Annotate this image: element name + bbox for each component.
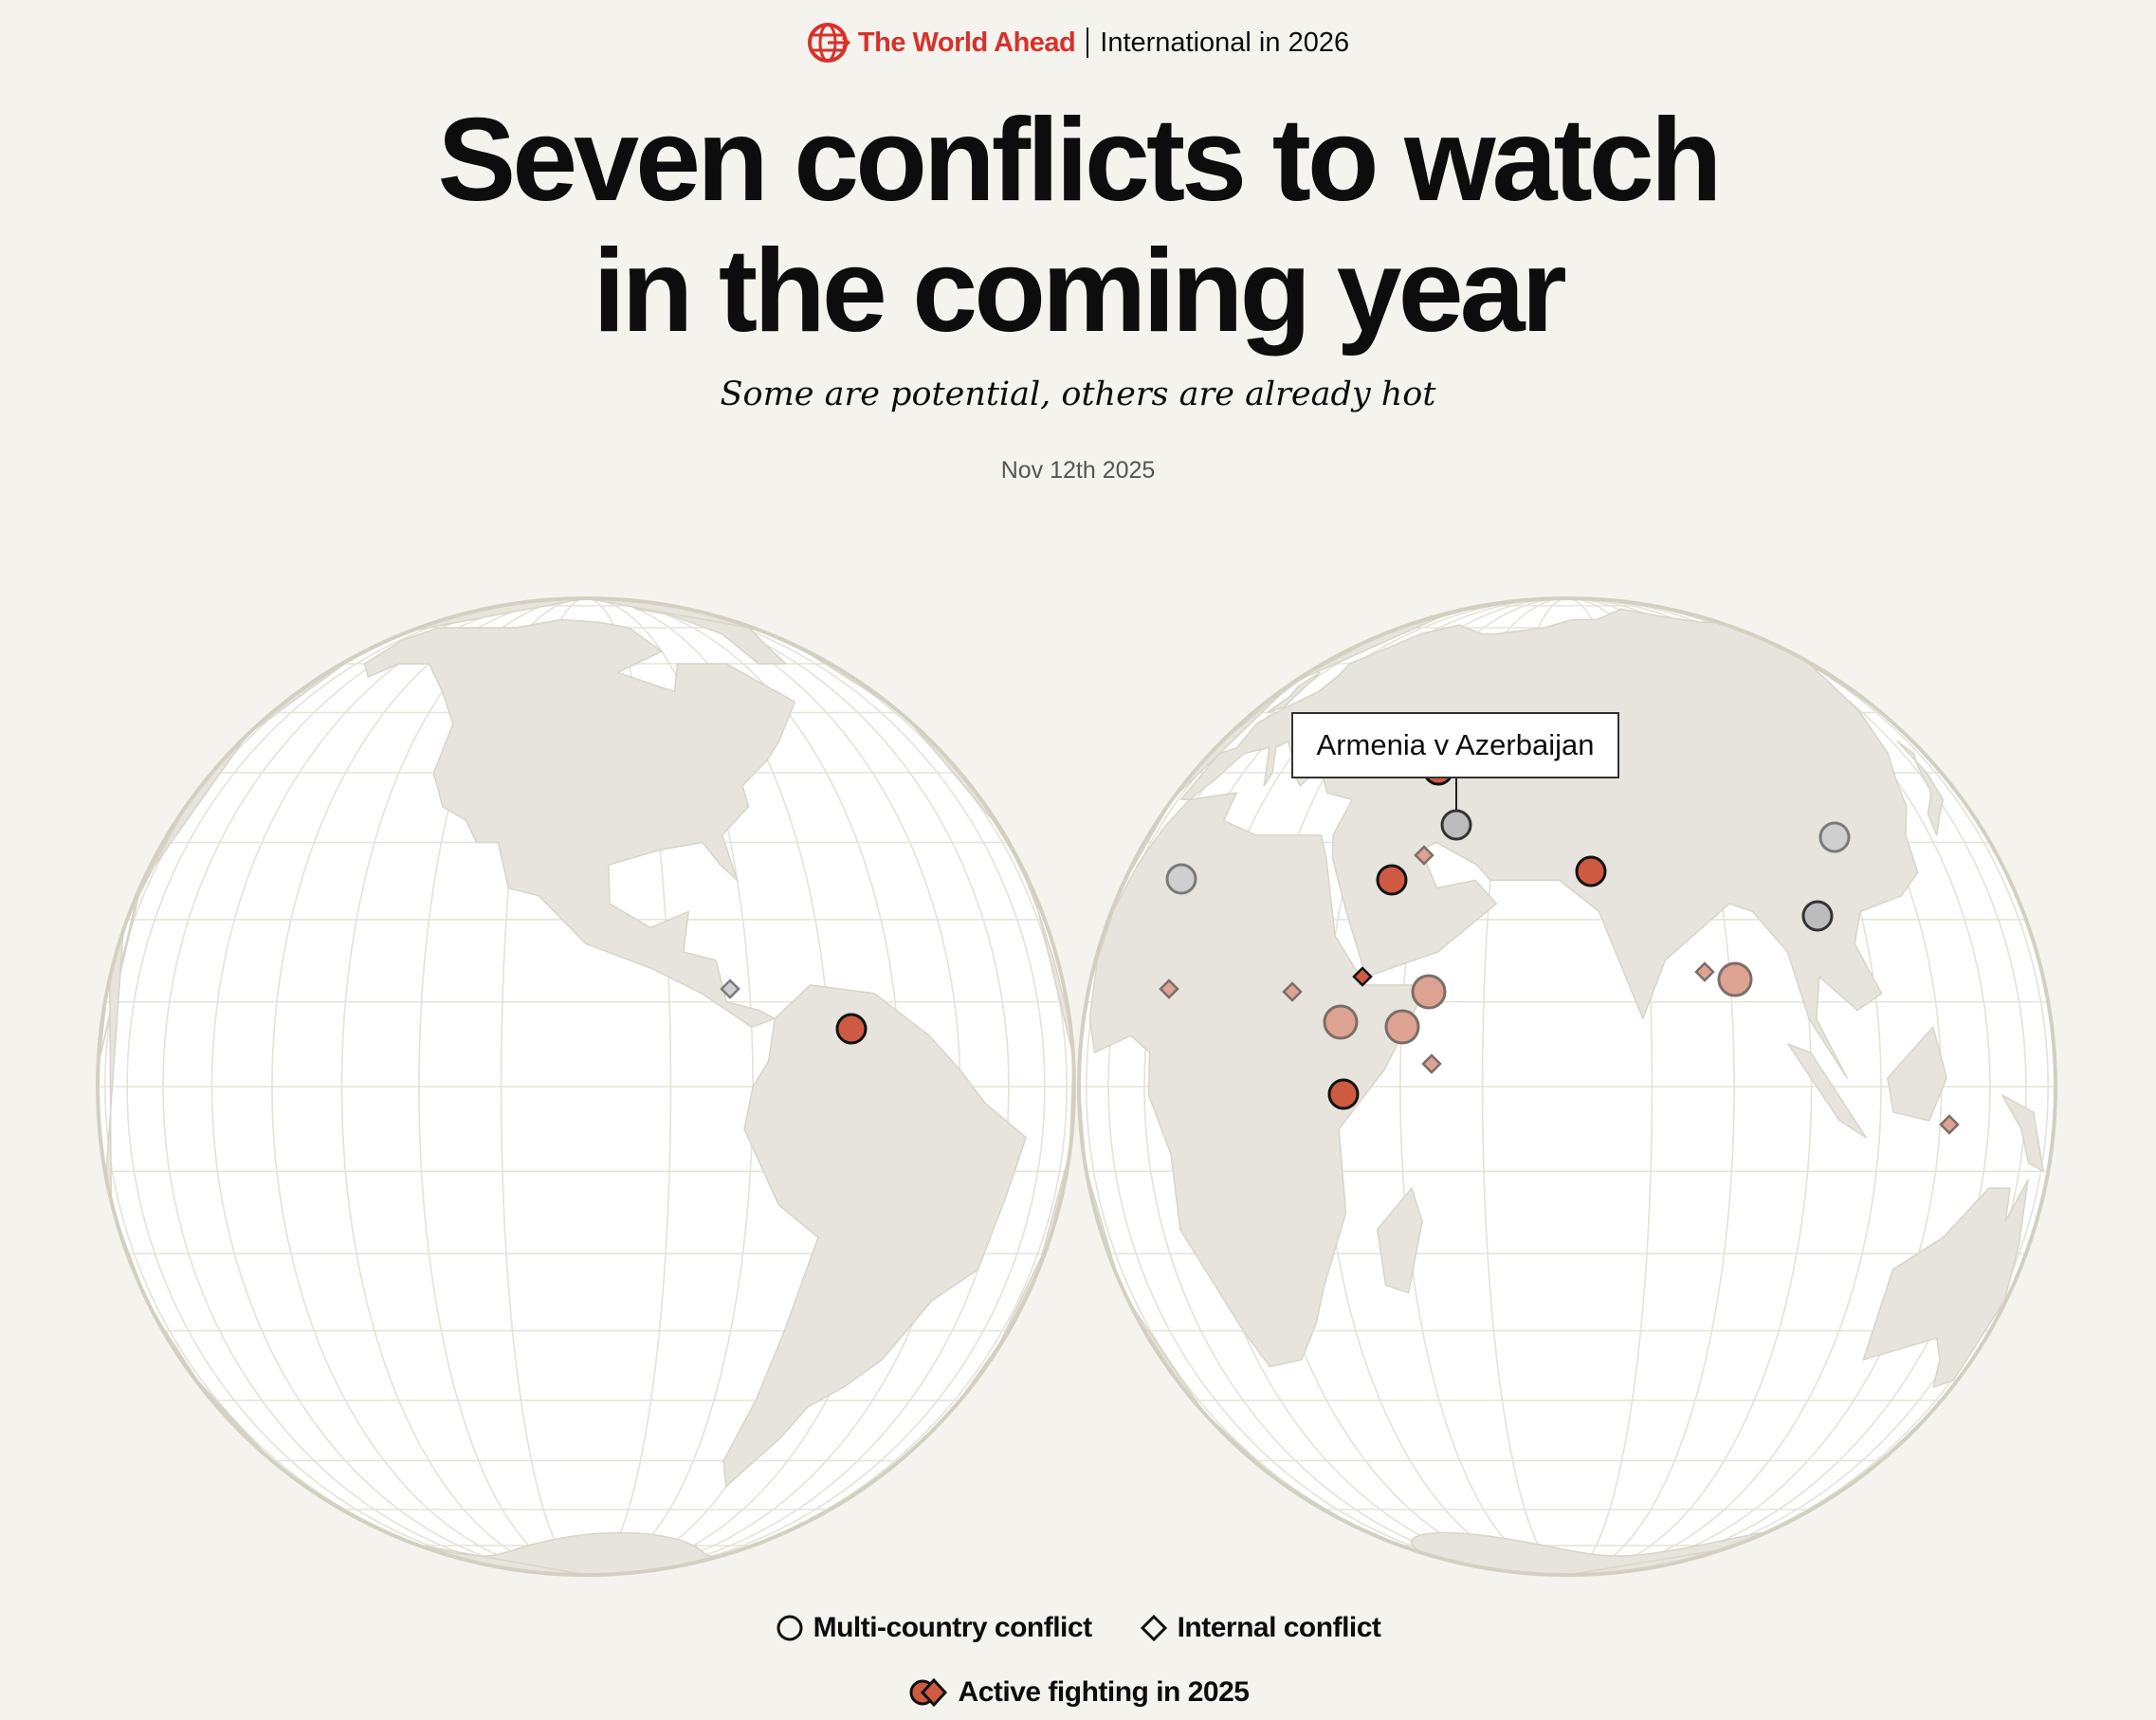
conflict-marker-circle[interactable] — [1327, 1078, 1360, 1110]
legend-label: Active fighting in 2025 — [958, 1676, 1250, 1708]
subtitle: Some are potential, others are already h… — [720, 375, 1436, 413]
graticule-meridian — [162, 598, 1010, 1575]
graticule-meridian — [126, 598, 1046, 1575]
publish-date: Nov 12th 2025 — [1000, 457, 1156, 484]
legend-shapes: Multi-country conflict Internal conflict — [0, 1612, 2156, 1644]
page-title: Seven conflicts to watch in the coming y… — [0, 95, 2156, 357]
diamond-icon — [1140, 1614, 1167, 1642]
land-japan — [1896, 741, 1945, 836]
land-north-america — [363, 618, 796, 1028]
globe-outline — [1077, 596, 2057, 1577]
legend-label: Multi-country conflict — [813, 1612, 1092, 1643]
circle-icon — [777, 1615, 803, 1641]
section-link[interactable]: International in 2026 — [1100, 27, 1350, 58]
conflict-marker-circle[interactable] — [1376, 864, 1408, 896]
conflict-marker-diamond[interactable] — [1352, 966, 1373, 987]
legend-status: Active fighting in 2025 — [0, 1676, 2156, 1709]
eastern-hemisphere — [1077, 596, 2057, 1577]
land-australia — [1862, 1179, 2029, 1388]
legend-internal: Internal conflict — [1140, 1612, 1381, 1644]
conflict-marker-circle[interactable] — [1801, 900, 1834, 932]
conflict-marker-diamond[interactable] — [1694, 961, 1715, 982]
conflict-marker-circle[interactable] — [835, 1013, 868, 1045]
land-madagascar — [1376, 1187, 1423, 1294]
conflict-marker-circle[interactable] — [1323, 1004, 1359, 1040]
western-hemisphere — [96, 596, 1076, 1577]
graticule-meridian — [1107, 598, 2027, 1575]
legend-multi-country: Multi-country conflict — [776, 1612, 1092, 1644]
conflict-marker-diamond[interactable] — [1414, 845, 1434, 866]
conflict-marker-diamond[interactable] — [1939, 1114, 1960, 1135]
graticule-meridian — [1481, 598, 1654, 1575]
conflict-marker-circle[interactable] — [1818, 821, 1851, 853]
graticule-meridian — [1399, 598, 1735, 1575]
conflict-marker-circle[interactable] — [1440, 809, 1472, 841]
graticule-meridian — [1086, 598, 2049, 1575]
legend-label: Internal conflict — [1177, 1612, 1381, 1643]
globe-arrow-icon — [807, 23, 850, 63]
conflict-marker-diamond[interactable] — [1282, 981, 1303, 1002]
land-new-guinea — [2001, 1094, 2044, 1173]
graticule-meridian — [500, 598, 672, 1575]
conflict-marker-circle[interactable] — [1411, 974, 1447, 1010]
conflict-markers — [720, 754, 1960, 1135]
conflict-marker-circle[interactable] — [1384, 1009, 1420, 1045]
graticule-meridian — [104, 598, 1068, 1575]
conflict-marker-circle[interactable] — [1575, 855, 1607, 887]
section-kicker: The World Ahead International in 2026 — [0, 21, 2156, 64]
land-borneo — [1887, 1026, 1947, 1122]
land-south-america — [722, 984, 1027, 1488]
brand-link[interactable]: The World Ahead — [857, 27, 1076, 58]
globe-outline — [96, 596, 1076, 1577]
land-britain — [1266, 671, 1321, 714]
land-sumatra — [1787, 1043, 1868, 1139]
conflict-marker-diamond[interactable] — [1421, 1053, 1442, 1074]
legend-active: Active fighting in 2025 — [907, 1676, 1250, 1709]
title-line-1: Seven conflicts to watch — [437, 95, 1722, 226]
conflict-marker-circle[interactable] — [1165, 863, 1197, 895]
divider — [1087, 27, 1089, 58]
title-line-2: in the coming year — [593, 226, 1567, 357]
conflict-marker-circle[interactable] — [1717, 961, 1753, 997]
circle-diamond-icon — [909, 1677, 947, 1708]
land-africa — [1088, 792, 1429, 1368]
graticule-meridian — [1143, 598, 1991, 1575]
conflict-marker-diamond[interactable] — [720, 979, 740, 999]
conflict-marker-diamond[interactable] — [1159, 979, 1179, 999]
tooltip: Armenia v Azerbaijan — [1291, 712, 1619, 778]
